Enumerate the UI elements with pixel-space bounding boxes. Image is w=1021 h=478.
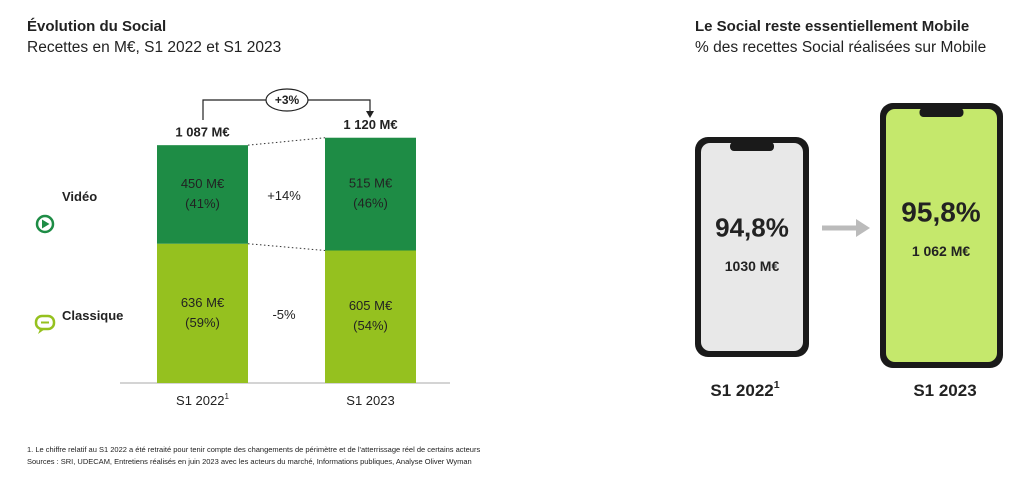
arrow-head xyxy=(366,111,374,118)
share-label: (46%) xyxy=(353,196,388,211)
value-label: 95,8% xyxy=(901,197,980,228)
share-label: (54%) xyxy=(353,318,388,333)
total-label: 1 087 M€ xyxy=(175,125,229,140)
value-label: 605 M€ xyxy=(349,298,393,313)
footnote: 1. Le chiffre relatif au S1 2022 a été r… xyxy=(27,445,480,454)
category: S1 2023 xyxy=(913,381,976,400)
bar-segment xyxy=(325,137,416,251)
revenue-label: 1 062 M€ xyxy=(912,243,971,259)
total-label: 1 120 M€ xyxy=(343,117,397,132)
revenue-label: 1030 M€ xyxy=(725,258,780,274)
connector xyxy=(247,243,326,252)
phone-notch xyxy=(730,142,774,151)
value-label: 515 M€ xyxy=(349,176,393,191)
x-tick-label: S1 2023 xyxy=(346,393,394,408)
legend-icon-classique xyxy=(34,314,56,334)
bar-segment xyxy=(157,145,248,244)
arrow-head xyxy=(856,219,870,237)
bar-segment xyxy=(157,243,248,383)
bar-segment xyxy=(325,250,416,383)
legend-icon-video xyxy=(35,214,55,234)
category: S1 2022 xyxy=(710,381,773,400)
category: S1 2023 xyxy=(346,393,394,408)
x-tick-label: S1 2023 xyxy=(913,381,976,400)
phone-screen xyxy=(886,109,997,362)
chart-subtitle: % des recettes Social réalisées sur Mobi… xyxy=(695,39,986,56)
legend-label: Vidéo xyxy=(62,189,97,204)
footnote-mark: 1 xyxy=(774,379,780,391)
x-tick-label: S1 20221 xyxy=(176,392,229,409)
footnote-mark: 1 xyxy=(224,392,229,401)
value-label: 94,8% xyxy=(715,212,789,242)
phone-screen xyxy=(701,143,803,351)
connector xyxy=(247,137,326,146)
change-badge xyxy=(265,88,309,112)
change-label: +14% xyxy=(267,188,301,203)
total-change: +3% xyxy=(275,93,300,107)
category: S1 2022 xyxy=(176,393,224,408)
share-label: (41%) xyxy=(185,196,220,211)
value-label: 636 M€ xyxy=(181,295,225,310)
chart-subtitle: Recettes en M€, S1 2022 et S1 2023 xyxy=(27,39,281,56)
chart-title: Le Social reste essentiellement Mobile xyxy=(695,18,969,35)
share-label: (59%) xyxy=(185,315,220,330)
change-label: -5% xyxy=(272,307,296,322)
chart-title: Évolution du Social xyxy=(27,18,166,35)
legend-label: Classique xyxy=(62,308,123,323)
phone-notch xyxy=(919,108,964,117)
footnote: Sources : SRI, UDECAM, Entretiens réalis… xyxy=(27,457,472,466)
value-label: 450 M€ xyxy=(181,176,225,191)
x-tick-label: S1 20221 xyxy=(710,379,779,401)
